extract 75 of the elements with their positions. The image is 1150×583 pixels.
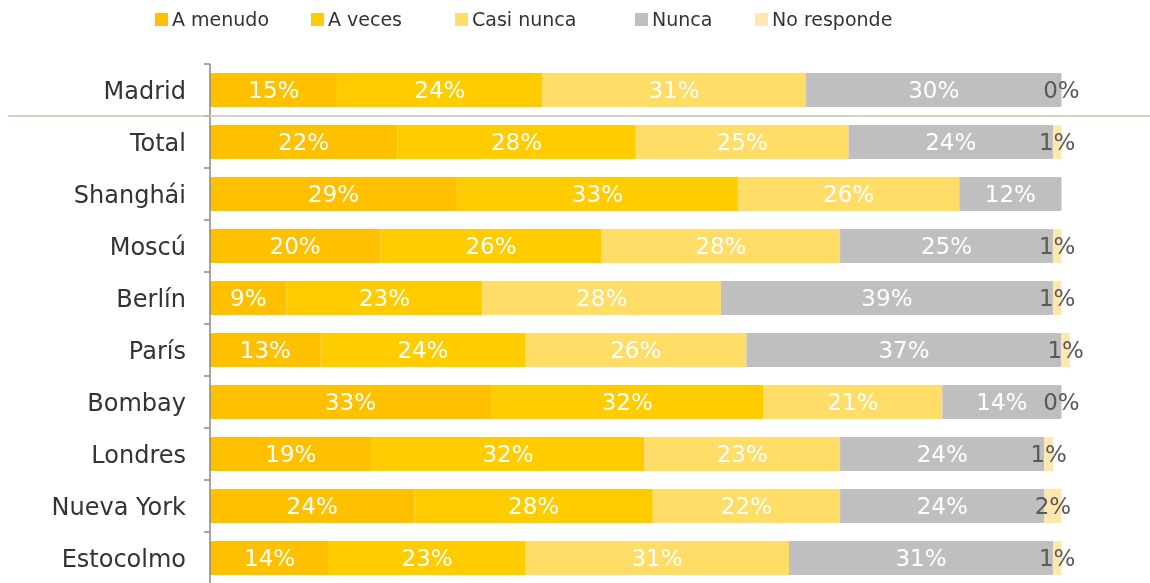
data-label: 24%: [925, 129, 977, 155]
data-label: 31%: [631, 545, 683, 571]
y-tick-label: Madrid: [103, 77, 186, 105]
data-label: 32%: [482, 441, 534, 467]
bar: [959, 177, 1062, 211]
data-label: 28%: [576, 285, 628, 311]
bar: [525, 541, 790, 575]
data-label: 26%: [823, 181, 875, 207]
data-label: 15%: [248, 77, 300, 103]
data-label: 1%: [1038, 233, 1076, 259]
bar: [763, 385, 943, 419]
data-label: 14%: [244, 545, 296, 571]
data-label: 1%: [1038, 129, 1076, 155]
data-label: 0%: [1043, 77, 1080, 103]
bar: [737, 177, 960, 211]
legend-label: Casi nunca: [472, 8, 577, 30]
bar: [635, 125, 849, 159]
data-label: 25%: [716, 129, 768, 155]
data-label: 23%: [401, 545, 453, 571]
data-label: 13%: [239, 337, 291, 363]
data-label: 2%: [1034, 493, 1072, 519]
data-label: 14%: [976, 389, 1028, 415]
data-label: 1%: [1038, 285, 1076, 311]
data-label: 29%: [307, 181, 360, 207]
bar: [542, 73, 807, 107]
data-label: 19%: [265, 441, 317, 467]
legend-label: Nunca: [652, 8, 713, 30]
y-tick-label: París: [128, 337, 186, 365]
data-label: 23%: [716, 441, 768, 467]
data-label: 12%: [984, 181, 1036, 207]
data-label: 24%: [286, 493, 338, 519]
data-label: 23%: [358, 285, 411, 311]
legend-label: A veces: [328, 8, 403, 30]
data-label: 30%: [908, 77, 960, 103]
y-tick-label: Londres: [91, 441, 186, 469]
data-label: 1%: [1038, 545, 1076, 571]
y-tick-label: Total: [128, 129, 186, 157]
data-label: 26%: [465, 233, 517, 259]
data-label: 25%: [920, 233, 973, 259]
data-label: 1%: [1030, 441, 1067, 467]
data-label: 31%: [895, 545, 947, 571]
data-label: 26%: [610, 337, 662, 363]
data-label: 24%: [397, 337, 449, 363]
data-label: 24%: [414, 77, 466, 103]
data-label: 22%: [278, 129, 330, 155]
data-label: 28%: [695, 233, 747, 259]
data-label: 33%: [324, 389, 377, 415]
data-label: 28%: [490, 129, 543, 155]
bar: [601, 229, 841, 263]
y-tick-label: Estocolmo: [61, 545, 186, 573]
data-label: 31%: [648, 77, 700, 103]
data-label: 1%: [1047, 337, 1084, 363]
data-label: 24%: [916, 441, 968, 467]
bar: [652, 489, 841, 523]
bar: [525, 333, 747, 367]
bar: [644, 437, 841, 471]
y-tick-label: Berlín: [116, 285, 186, 313]
y-tick-label: Nueva York: [51, 493, 187, 521]
data-label: 28%: [508, 493, 560, 519]
data-label: 21%: [827, 389, 879, 415]
y-tick-label: Moscú: [109, 233, 186, 261]
data-label: 37%: [878, 337, 930, 363]
bar: [482, 281, 721, 315]
data-label: 39%: [861, 285, 913, 311]
y-tick-label: Bombay: [87, 389, 186, 417]
legend-label: No responde: [772, 8, 893, 30]
y-tick-label: Shanghái: [73, 181, 186, 209]
data-label: 9%: [230, 285, 267, 311]
legend-label: A menudo: [172, 8, 270, 30]
data-label: 24%: [916, 493, 968, 519]
data-label: 0%: [1043, 389, 1080, 415]
data-label: 32%: [601, 389, 653, 415]
data-label: 20%: [269, 233, 321, 259]
data-label: 22%: [720, 493, 772, 519]
data-label: 33%: [571, 181, 623, 207]
